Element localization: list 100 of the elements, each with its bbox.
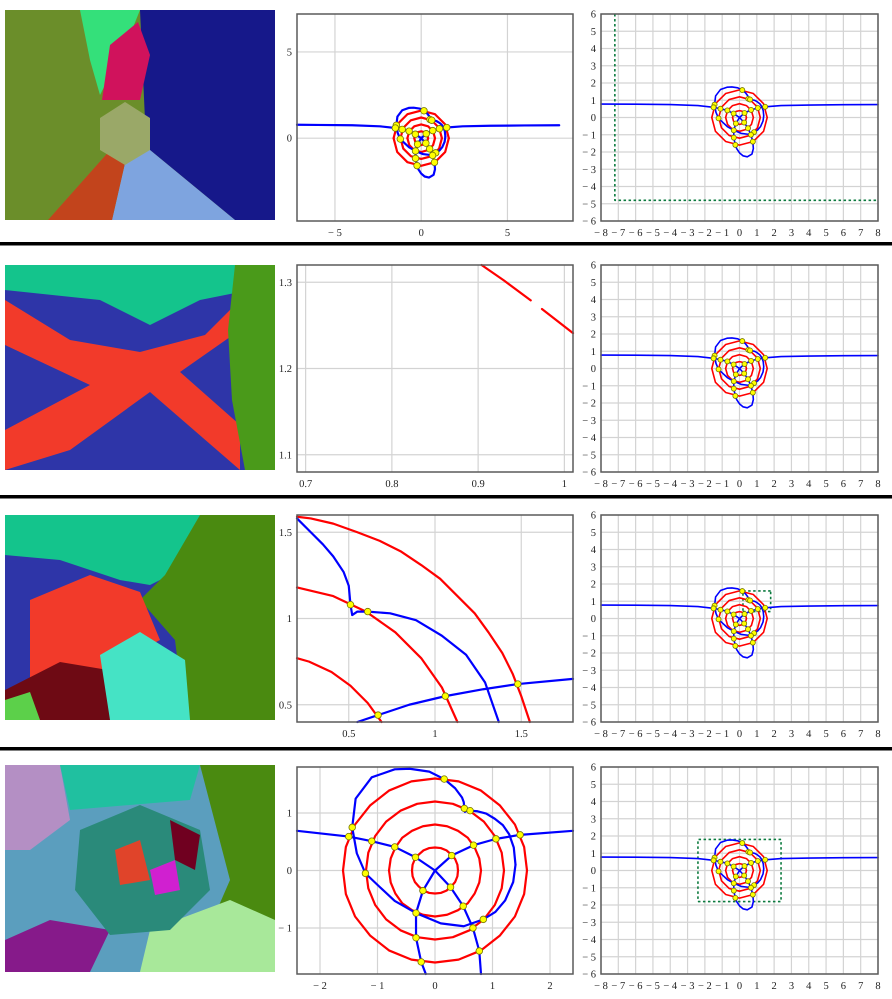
x-tick-label: 6 xyxy=(840,981,846,992)
y-tick-label: 1 xyxy=(286,614,292,625)
x-tick-label: − 5 xyxy=(646,729,660,740)
x-tick-label: 5 xyxy=(823,981,829,992)
x-tick-label: − 3 xyxy=(680,729,694,740)
y-tick-label: − 6 xyxy=(582,970,596,980)
y-tick-label: 0 xyxy=(286,866,292,877)
x-tick-label: 0.8 xyxy=(385,479,398,490)
x-tick-label: 0 xyxy=(736,729,742,740)
y-tick-label: 6 xyxy=(590,510,596,522)
x-tick-label: − 1 xyxy=(715,981,730,992)
x-tick-label: 1 xyxy=(754,981,760,992)
y-tick-label: 2 xyxy=(590,78,596,90)
y-tick-label: 1 xyxy=(590,596,596,608)
y-tick-label: − 4 xyxy=(582,433,597,444)
x-tick-label: 5 xyxy=(504,228,510,239)
y-tick-label: 0 xyxy=(590,866,596,877)
y-tick-label: − 1 xyxy=(278,924,292,934)
y-tick-label: 4 xyxy=(590,545,597,556)
y-tick-label: 4 xyxy=(590,295,597,306)
x-tick-label: 0.9 xyxy=(472,479,485,490)
x-tick-label: 1 xyxy=(490,981,496,992)
x-tick-label: 2 xyxy=(772,981,777,992)
y-tick-label: − 2 xyxy=(582,148,596,158)
x-tick-label: − 6 xyxy=(628,981,643,992)
x-tick-label: 4 xyxy=(806,981,812,992)
x-tick-label: 0 xyxy=(736,228,742,239)
x-tick-label: − 5 xyxy=(646,981,660,992)
y-tick-label: − 3 xyxy=(582,164,596,176)
x-tick-label: 4 xyxy=(806,729,812,740)
x-tick-label: 1 xyxy=(754,729,760,740)
x-tick-label: 0.7 xyxy=(299,479,312,490)
y-tick-label: 3 xyxy=(590,61,596,72)
x-tick-label: 2 xyxy=(772,729,777,740)
x-tick-label: − 6 xyxy=(628,729,643,740)
x-tick-label: 7 xyxy=(858,479,864,490)
y-tick-label: − 2 xyxy=(582,900,596,912)
y-tick-label: − 5 xyxy=(582,700,596,712)
y-tick-label: 0 xyxy=(590,614,596,625)
y-tick-label: 6 xyxy=(590,762,596,774)
y-tick-label: − 4 xyxy=(582,182,597,193)
x-tick-label: 0 xyxy=(736,479,742,490)
y-tick-label: − 3 xyxy=(582,918,596,929)
y-tick-label: 5 xyxy=(590,528,596,539)
y-tick-label: − 5 xyxy=(582,450,596,462)
y-tick-label: 5 xyxy=(590,780,596,791)
y-tick-label: 0 xyxy=(286,134,292,145)
x-tick-label: − 1 xyxy=(715,228,730,239)
y-tick-label: − 1 xyxy=(582,130,596,142)
y-tick-label: − 5 xyxy=(582,199,596,210)
x-tick-label: 0.5 xyxy=(342,729,356,740)
y-tick-label: 1 xyxy=(590,346,596,358)
y-tick-label: 2 xyxy=(590,580,596,590)
x-tick-label: − 6 xyxy=(628,228,643,239)
y-tick-label: 5 xyxy=(286,47,292,58)
x-tick-label: − 3 xyxy=(680,981,694,992)
y-tick-label: − 1 xyxy=(582,883,596,894)
x-tick-label: 1.5 xyxy=(514,729,528,740)
y-tick-label: 4 xyxy=(590,44,597,55)
y-tick-label: 2 xyxy=(590,832,596,842)
y-tick-label: − 6 xyxy=(582,216,596,228)
y-tick-label: 0 xyxy=(590,364,596,375)
y-tick-label: − 2 xyxy=(582,648,596,660)
x-tick-label: 5 xyxy=(823,479,829,490)
x-tick-label: − 4 xyxy=(663,479,678,490)
y-tick-label: 3 xyxy=(590,312,596,324)
y-tick-label: 1 xyxy=(590,848,596,860)
y-tick-label: 0 xyxy=(590,113,596,124)
y-tick-label: 1.1 xyxy=(278,450,292,462)
y-tick-label: 5 xyxy=(590,278,596,289)
y-tick-label: 1.3 xyxy=(278,278,292,289)
x-tick-label: 0 xyxy=(418,228,424,239)
x-tick-label: − 8 xyxy=(594,479,608,490)
x-tick-label: − 8 xyxy=(594,729,608,740)
x-tick-label: 5 xyxy=(823,228,829,239)
y-tick-label: − 1 xyxy=(582,631,596,642)
x-tick-label: − 7 xyxy=(611,228,626,239)
y-tick-label: 5 xyxy=(590,26,596,38)
x-tick-label: 1 xyxy=(562,479,567,490)
x-tick-label: 7 xyxy=(858,228,864,239)
x-tick-label: 3 xyxy=(788,228,794,239)
x-tick-label: − 2 xyxy=(698,729,712,740)
x-tick-label: − 2 xyxy=(698,228,712,239)
y-tick-label: − 4 xyxy=(582,935,597,946)
x-tick-label: − 5 xyxy=(646,479,660,490)
y-tick-label: 2 xyxy=(590,330,596,340)
y-tick-label: 1.2 xyxy=(278,364,292,375)
y-tick-label: − 6 xyxy=(582,718,596,728)
y-tick-label: 4 xyxy=(590,797,597,808)
x-tick-label: − 7 xyxy=(611,479,626,490)
y-tick-label: − 1 xyxy=(582,381,596,392)
x-tick-label: − 6 xyxy=(628,479,643,490)
y-tick-label: 1.5 xyxy=(278,528,292,539)
x-tick-label: 1 xyxy=(432,729,438,740)
x-tick-label: − 7 xyxy=(611,981,626,992)
x-tick-label: − 2 xyxy=(698,479,712,490)
x-tick-label: − 4 xyxy=(663,228,678,239)
x-tick-label: − 8 xyxy=(594,981,608,992)
x-tick-label: 2 xyxy=(772,228,777,239)
x-tick-label: − 3 xyxy=(680,479,694,490)
